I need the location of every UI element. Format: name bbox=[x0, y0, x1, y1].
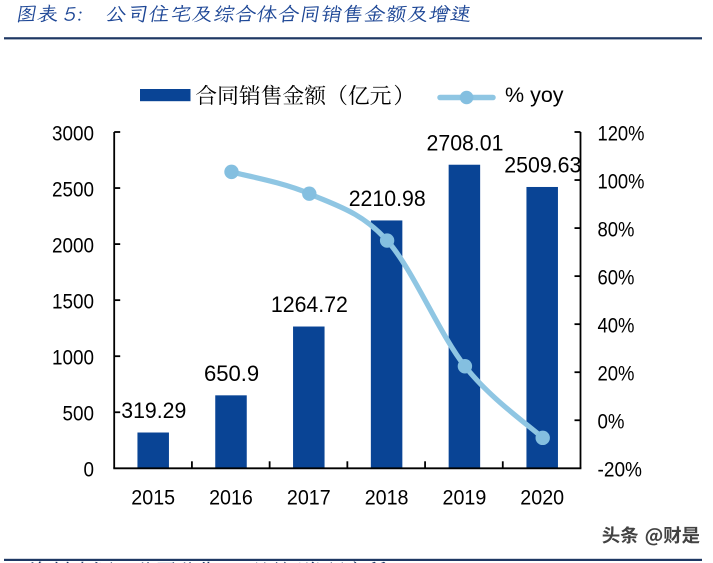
svg-text:80%: 80% bbox=[598, 218, 635, 241]
svg-text:0: 0 bbox=[84, 459, 95, 482]
svg-text:650.9: 650.9 bbox=[204, 361, 259, 386]
svg-text:2000: 2000 bbox=[52, 234, 94, 257]
svg-text:3000: 3000 bbox=[52, 122, 94, 145]
svg-text:1500: 1500 bbox=[52, 291, 94, 314]
svg-text:2018: 2018 bbox=[365, 485, 409, 509]
svg-text:0%: 0% bbox=[598, 411, 625, 434]
svg-text:100%: 100% bbox=[598, 170, 645, 193]
svg-text:1264.72: 1264.72 bbox=[271, 292, 348, 317]
svg-text:2020: 2020 bbox=[520, 485, 564, 509]
svg-text:-20%: -20% bbox=[598, 459, 643, 482]
svg-text:2210.98: 2210.98 bbox=[349, 186, 426, 211]
svg-text:40%: 40% bbox=[598, 315, 635, 338]
svg-text:120%: 120% bbox=[598, 122, 645, 145]
svg-text:500: 500 bbox=[63, 403, 95, 426]
svg-text:2019: 2019 bbox=[443, 485, 487, 509]
svg-text:2509.63: 2509.63 bbox=[504, 153, 581, 178]
svg-text:1000: 1000 bbox=[52, 347, 94, 370]
svg-text:2017: 2017 bbox=[287, 485, 331, 509]
svg-text:2016: 2016 bbox=[209, 485, 253, 509]
svg-text:2015: 2015 bbox=[131, 485, 175, 509]
svg-text:60%: 60% bbox=[598, 266, 635, 289]
svg-text:% yoy: % yoy bbox=[505, 83, 564, 107]
svg-text:319.29: 319.29 bbox=[121, 398, 186, 423]
svg-text:2708.01: 2708.01 bbox=[427, 130, 504, 155]
svg-text:2500: 2500 bbox=[52, 178, 94, 201]
svg-text:20%: 20% bbox=[598, 363, 635, 386]
